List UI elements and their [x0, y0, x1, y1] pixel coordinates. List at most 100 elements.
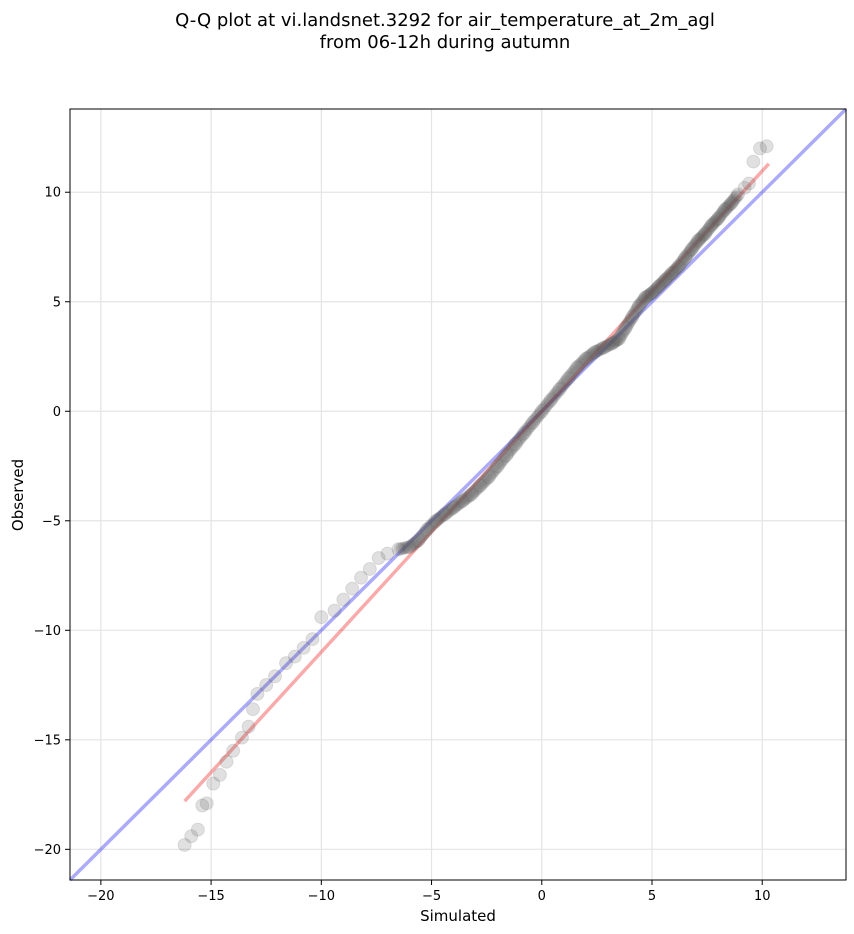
quantile-point: [585, 347, 599, 361]
quantile-point: [722, 198, 736, 212]
x-tick-label: −15: [197, 889, 224, 904]
quantile-point: [697, 226, 712, 241]
quantile-point: [510, 435, 524, 449]
quantile-point: [557, 377, 571, 391]
quantile-point: [538, 401, 552, 415]
quantile-point: [417, 526, 431, 540]
y-tick-label: −5: [42, 514, 61, 529]
quantile-point: [605, 336, 620, 351]
quantile-point: [631, 299, 646, 314]
quantile-point: [477, 474, 491, 488]
quantile-point: [532, 408, 546, 422]
quantile-point: [639, 290, 653, 304]
x-tick-label: 0: [538, 889, 546, 904]
quantile-point: [527, 413, 541, 427]
quantile-point: [711, 211, 726, 226]
x-tick-label: −10: [308, 889, 335, 904]
quantile-point: [498, 450, 512, 464]
quantile-point: [624, 312, 638, 326]
quantile-point: [697, 228, 711, 242]
quantile-point: [467, 485, 481, 499]
quantile-point: [592, 343, 606, 357]
quantile-point: [654, 277, 668, 291]
quantile-point: [533, 406, 547, 420]
quantile-point: [268, 669, 283, 684]
quantile-point: [580, 351, 594, 365]
quantile-point: [649, 282, 663, 296]
quantile-point: [405, 538, 419, 552]
quantile-point: [525, 415, 540, 430]
quantile-point: [616, 325, 630, 339]
quantile-point: [690, 235, 704, 249]
quantile-point: [514, 430, 528, 444]
quantile-point: [425, 518, 439, 532]
quantile-point: [549, 386, 563, 400]
quantile-point: [442, 504, 456, 518]
quantile-point: [454, 495, 468, 509]
quantile-point: [717, 204, 731, 218]
quantile-point: [717, 202, 732, 217]
quantile-point: [727, 193, 741, 207]
quantile-point: [314, 610, 329, 625]
quantile-point: [554, 381, 568, 395]
quantile-point: [700, 224, 714, 238]
quantile-point: [450, 498, 464, 512]
quantile-point: [614, 328, 628, 342]
quantile-point: [636, 293, 650, 307]
quantile-point: [728, 192, 742, 206]
quantile-point: [618, 321, 633, 336]
x-tick-label: 5: [648, 889, 656, 904]
quantile-point: [472, 480, 486, 494]
quantile-point: [646, 285, 660, 299]
quantile-point: [463, 489, 477, 503]
quantile-point: [206, 776, 221, 791]
quantile-point: [712, 210, 726, 224]
fit-line: [183, 162, 771, 803]
quantile-point: [606, 336, 620, 350]
quantile-point: [608, 335, 622, 349]
quantile-point: [397, 541, 411, 555]
quantile-point: [670, 261, 684, 275]
quantile-point: [707, 216, 721, 230]
quantile-point: [345, 581, 360, 596]
quantile-point: [419, 524, 433, 538]
quantile-point: [569, 362, 583, 376]
quantile-point: [486, 465, 500, 479]
quantile-point: [426, 517, 440, 531]
quantile-point: [558, 375, 572, 389]
quantile-point: [622, 316, 636, 330]
quantile-point: [613, 330, 627, 344]
quantile-point: [676, 254, 690, 268]
quantile-point: [404, 539, 418, 553]
quantile-point: [430, 513, 444, 527]
quantile-point: [458, 492, 472, 506]
quantile-point: [663, 268, 677, 282]
x-tick-label: 10: [754, 889, 771, 904]
quantile-point: [508, 437, 523, 452]
quantile-point: [492, 457, 506, 471]
quantile-point: [570, 360, 585, 375]
quantile-point: [305, 632, 320, 647]
y-tick-label: −15: [34, 733, 61, 748]
y-tick-label: 10: [44, 186, 61, 201]
quantile-point: [635, 295, 649, 309]
quantile-point: [737, 180, 752, 195]
quantile-point: [410, 535, 424, 549]
quantile-point: [439, 506, 453, 520]
identity-line: [68, 107, 848, 882]
quantile-point: [414, 530, 428, 544]
quantile-point: [481, 469, 496, 484]
quantile-point: [678, 250, 693, 265]
quantile-point: [259, 678, 274, 693]
quantile-point: [539, 399, 553, 413]
quantile-point: [460, 491, 474, 505]
quantile-point: [495, 454, 509, 468]
quantile-point: [184, 829, 199, 844]
quantile-point: [545, 391, 559, 405]
quantile-point: [729, 190, 743, 204]
quantile-point: [708, 215, 722, 229]
quantile-point: [555, 379, 569, 393]
quantile-points: [177, 139, 774, 852]
quantile-point: [522, 421, 536, 435]
quantile-point: [250, 686, 265, 701]
